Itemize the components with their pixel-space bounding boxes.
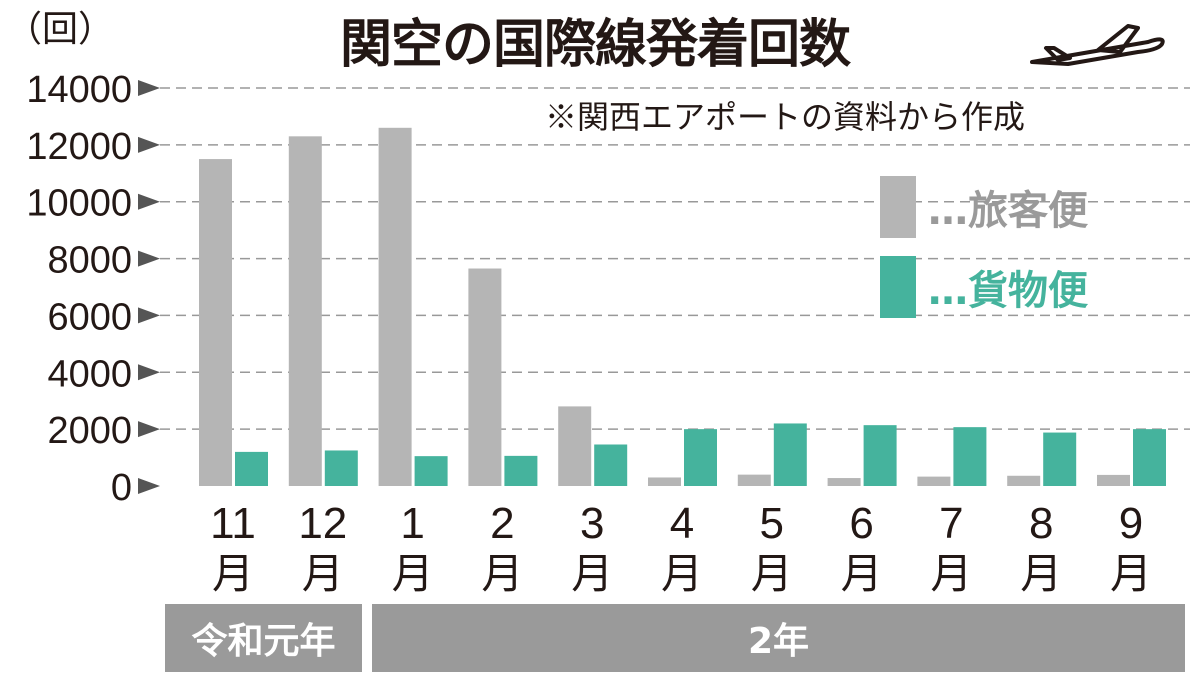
chart-title: 関空の国際線発着回数	[340, 15, 851, 75]
bar-passenger	[648, 477, 681, 486]
bar-passenger	[288, 136, 322, 487]
x-tick-label: 8	[1029, 499, 1053, 548]
y-tick-label: 2000	[47, 410, 132, 452]
bar-passenger	[468, 268, 502, 486]
tick-arrow	[138, 80, 160, 96]
x-tick-month: 月	[481, 549, 523, 598]
x-tick-month: 月	[392, 549, 434, 598]
legend-swatch-passenger	[880, 176, 916, 238]
x-tick-month: 月	[841, 549, 883, 598]
x-tick-label: 5	[760, 499, 784, 548]
bar-cargo	[324, 450, 358, 486]
x-tick-month: 月	[212, 549, 254, 598]
y-tick-label: 10000	[26, 183, 132, 225]
tick-arrow	[138, 250, 160, 267]
tick-arrow	[138, 478, 160, 494]
bar-cargo	[414, 456, 448, 486]
legend-label-cargo: …貨物便	[928, 268, 1088, 314]
x-tick-month: 月	[661, 549, 703, 598]
bar-passenger	[917, 476, 951, 486]
tick-arrow	[138, 307, 160, 324]
y-tick-label: 12000	[26, 126, 132, 168]
tick-arrow	[138, 421, 160, 438]
y-tick-label: 8000	[47, 240, 132, 282]
year-band-2: 2年	[372, 604, 1185, 672]
bar-passenger	[737, 474, 771, 486]
y-axis-unit: （回）	[6, 9, 115, 50]
legend-item-passenger: …旅客便	[880, 176, 1088, 238]
y-tick-label: 0	[111, 467, 132, 509]
x-tick-month: 月	[302, 549, 344, 598]
x-tick-month: 月	[751, 549, 793, 598]
source-note: ※関西エアポートの資料から作成	[545, 98, 1026, 136]
year-band-reiwa1: 令和元年	[165, 604, 362, 672]
x-tick-label: 3	[580, 499, 604, 548]
x-tick-label: 7	[939, 499, 963, 548]
bar-cargo	[504, 455, 538, 486]
legend-label-passenger: …旅客便	[928, 188, 1088, 234]
bar-passenger	[199, 159, 232, 487]
y-tick-label: 4000	[47, 353, 132, 395]
x-tick-month: 月	[930, 549, 972, 598]
legend-item-cargo: …貨物便	[880, 256, 1088, 318]
x-tick-label: 2	[490, 499, 514, 548]
bar-cargo	[1133, 429, 1166, 486]
plot-area: 0200040006000800010000120001400011月12月1月…	[26, 69, 1190, 598]
bar-passenger	[378, 127, 412, 487]
x-tick-label: 11	[210, 499, 256, 548]
bar-passenger	[558, 406, 592, 486]
bar-cargo	[953, 427, 987, 486]
x-tick-month: 月	[1110, 549, 1152, 598]
x-tick-label: 1	[400, 499, 424, 548]
airplane-icon	[1030, 24, 1165, 66]
bar-cargo	[684, 429, 717, 486]
x-tick-label: 9	[1119, 499, 1143, 548]
y-tick-label: 14000	[26, 69, 132, 111]
y-tick-label: 6000	[47, 296, 132, 338]
bar-cargo	[1043, 432, 1077, 486]
bar-passenger	[1007, 475, 1041, 486]
bar-cargo	[235, 451, 268, 486]
x-tick-month: 月	[571, 549, 613, 598]
x-tick-label: 4	[670, 499, 694, 548]
tick-arrow	[138, 364, 160, 381]
bar-cargo	[594, 444, 628, 486]
x-tick-label: 12	[298, 499, 347, 548]
bar-cargo	[773, 423, 807, 486]
x-tick-label: 6	[849, 499, 873, 548]
tick-arrow	[138, 193, 160, 210]
x-tick-month: 月	[1020, 549, 1062, 598]
tick-arrow	[138, 136, 160, 153]
bar-passenger	[1097, 474, 1130, 486]
legend-swatch-cargo	[880, 256, 916, 318]
bar-cargo	[863, 425, 897, 486]
bar-passenger	[827, 478, 861, 486]
